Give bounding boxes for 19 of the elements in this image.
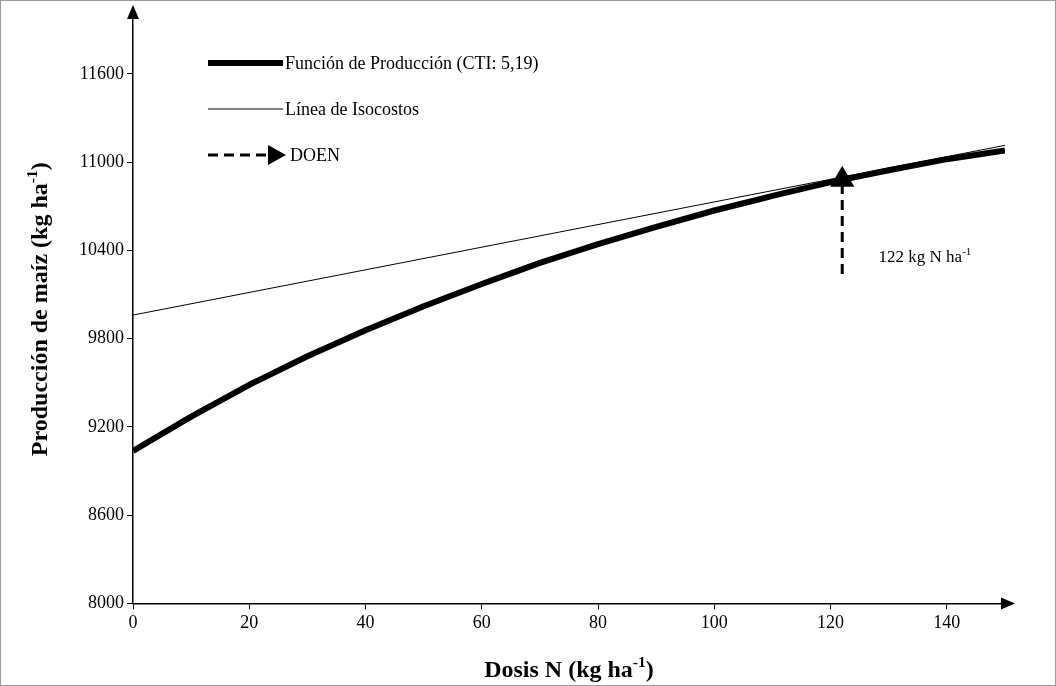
x-tick-label: 140 <box>933 611 961 632</box>
y-tick-label: 9800 <box>88 327 124 348</box>
y-axis-title: Producción de maíz (kg ha-1) <box>23 162 52 457</box>
x-tick-label: 120 <box>817 611 845 632</box>
x-tick-label: 40 <box>356 611 375 632</box>
y-tick-label: 11000 <box>79 150 124 171</box>
y-tick-label: 8600 <box>88 503 124 524</box>
legend-label: Función de Producción (CTI: 5,19) <box>285 53 539 74</box>
y-tick-label: 8000 <box>88 592 124 613</box>
legend-label: Línea de Isocostos <box>285 99 419 119</box>
x-tick-label: 20 <box>240 611 259 632</box>
x-tick-label: 100 <box>700 611 728 632</box>
x-tick-label: 60 <box>472 611 491 632</box>
legend-label: DOEN <box>290 145 340 165</box>
y-tick-label: 11600 <box>79 62 124 83</box>
y-tick-label: 9200 <box>88 415 124 436</box>
x-tick-label: 80 <box>589 611 608 632</box>
x-tick-label: 0 <box>128 611 138 632</box>
y-tick-label: 10400 <box>79 239 124 260</box>
